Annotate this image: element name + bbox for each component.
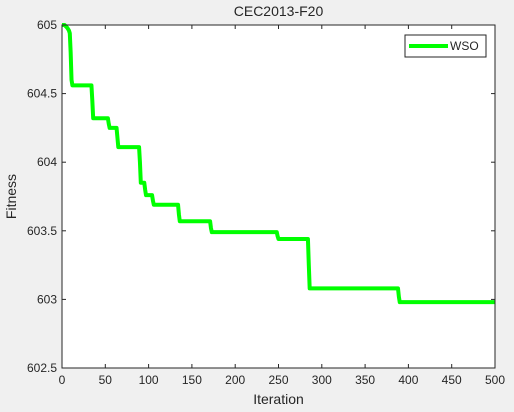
plot-area [62,25,495,368]
x-tick-label: 150 [182,373,202,387]
x-ticks: 0 50 100 150 200 250 300 350 400 450 500 [59,25,505,387]
y-tick-label: 604.5 [27,87,57,101]
y-tick-label: 603.5 [27,224,57,238]
y-axis-label: Fitness [3,174,19,219]
x-axis-label: Iteration [253,391,304,407]
y-tick-label: 604 [37,155,57,169]
y-tick-label: 602.5 [27,361,57,375]
y-ticks: 602.5 603 603.5 604 604.5 605 [27,18,495,375]
x-tick-label: 400 [398,373,418,387]
x-tick-label: 500 [485,373,505,387]
legend: WSO [404,34,487,58]
y-tick-label: 603 [37,292,57,306]
x-tick-label: 350 [355,373,375,387]
x-tick-label: 100 [139,373,159,387]
chart-title: CEC2013-F20 [234,3,324,19]
y-tick-label: 605 [37,18,57,32]
series-line-wso [62,23,495,305]
x-tick-label: 250 [268,373,288,387]
x-tick-label: 0 [59,373,66,387]
legend-label-wso: WSO [450,39,479,53]
x-tick-label: 50 [99,373,113,387]
x-tick-label: 450 [442,373,462,387]
series-layer [62,23,495,305]
x-tick-label: 300 [312,373,332,387]
x-tick-label: 200 [225,373,245,387]
